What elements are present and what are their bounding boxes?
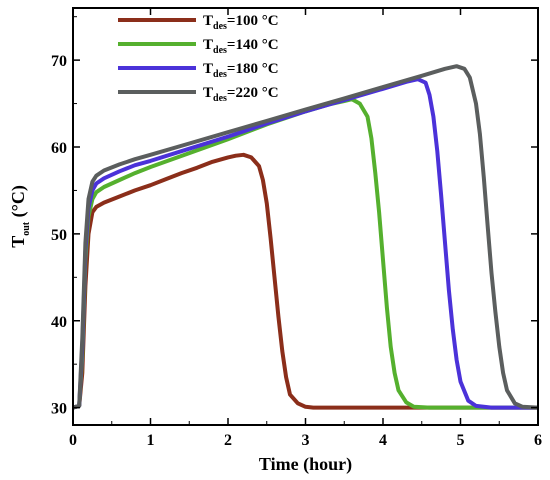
x-tick-label: 0 (69, 432, 77, 449)
legend-label-subscript: des (213, 45, 227, 56)
legend-label-subscript: des (213, 93, 227, 104)
y-tick-label: 30 (51, 401, 67, 418)
series-line-1 (73, 152, 538, 410)
y-axis-title-main: T (8, 236, 28, 248)
x-tick-label: 2 (224, 432, 232, 449)
series-line-4 (73, 64, 538, 410)
legend-label-subscript: des (213, 21, 227, 32)
legend-label-main: T (203, 85, 213, 101)
y-tick-label: 70 (51, 53, 67, 70)
legend-label-main: T (203, 13, 213, 29)
axis-ticks: 0 1 2 3 4 5 6 30 40 50 60 70 (51, 8, 542, 449)
legend-label-main: T (203, 61, 213, 77)
legend-label-rest: =140 °C (227, 37, 279, 53)
legend-label-rest: =180 °C (227, 61, 279, 77)
y-tick-label: 50 (51, 227, 67, 244)
x-tick-label: 4 (379, 432, 387, 449)
legend-label-4: Tdes=220 °C (203, 85, 279, 104)
y-tick-label: 40 (51, 314, 67, 331)
series-line-2 (73, 97, 538, 410)
series-line-3 (73, 77, 538, 410)
x-axis-title: Time (hour) (259, 454, 352, 475)
legend-label-2: Tdes=140 °C (203, 37, 279, 56)
plot-area-frame (72, 7, 539, 426)
legend-label-1: Tdes=100 °C (203, 13, 279, 32)
x-tick-label: 6 (534, 432, 542, 449)
y-axis-title-subscript: out (21, 221, 32, 236)
x-tick-label: 3 (302, 432, 310, 449)
y-axis-title-unit: (°C) (8, 185, 29, 222)
legend-label-rest: =220 °C (227, 85, 279, 101)
legend-label-main: T (203, 37, 213, 53)
legend-label-subscript: des (213, 69, 227, 80)
x-tick-label: 5 (457, 432, 465, 449)
y-tick-label: 60 (51, 140, 67, 157)
legend-label-3: Tdes=180 °C (203, 61, 279, 80)
series-layer (73, 64, 538, 410)
y-axis-title: Tout (°C) (8, 185, 32, 248)
x-tick-label: 1 (147, 432, 155, 449)
legend-label-rest: =100 °C (227, 13, 279, 29)
